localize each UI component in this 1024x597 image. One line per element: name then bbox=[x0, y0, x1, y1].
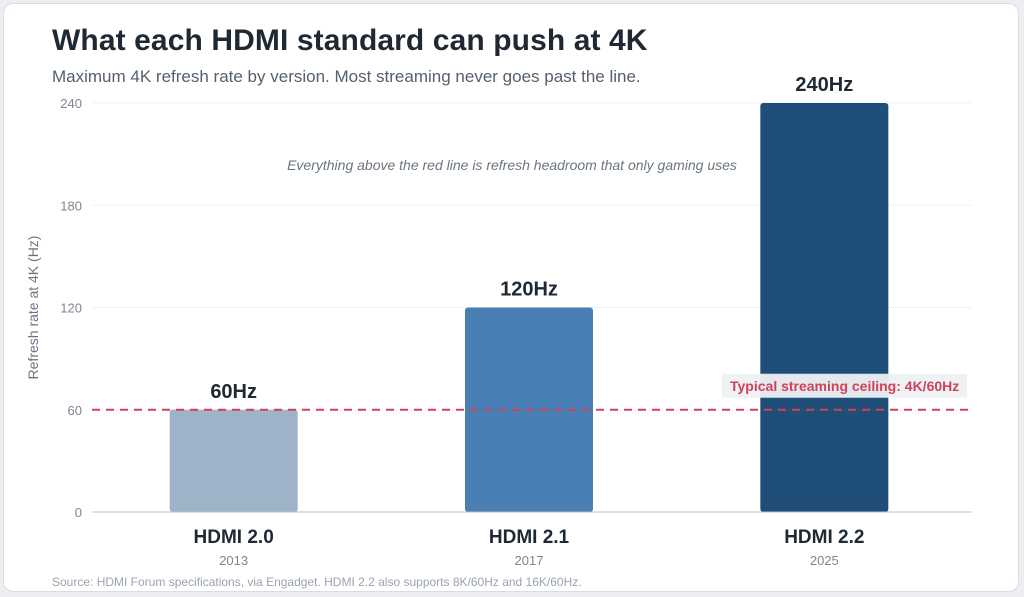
source-note: Source: HDMI Forum specifications, via E… bbox=[52, 575, 582, 589]
y-tick-label: 0 bbox=[75, 505, 82, 520]
x-tick-year: 2025 bbox=[810, 553, 839, 568]
bar-hdmi-2-2 bbox=[760, 103, 889, 512]
bar-hdmi-2-0 bbox=[169, 409, 298, 512]
x-tick-label: HDMI 2.2 bbox=[784, 527, 864, 548]
data-label: 240Hz bbox=[795, 74, 853, 96]
y-tick-label: 120 bbox=[60, 301, 82, 316]
x-tick-label: HDMI 2.1 bbox=[489, 527, 570, 548]
y-tick-label: 240 bbox=[60, 96, 82, 111]
reference-label-background bbox=[722, 373, 967, 398]
headroom-annotation: Everything above the red line is refresh… bbox=[287, 157, 737, 173]
data-label: 60Hz bbox=[210, 381, 257, 403]
y-axis-label: Refresh rate at 4K (Hz) bbox=[25, 236, 41, 380]
y-tick-label: 60 bbox=[68, 403, 82, 418]
x-tick-year: 2017 bbox=[515, 553, 544, 568]
chart-subtitle: Maximum 4K refresh rate by version. Most… bbox=[52, 67, 641, 86]
data-label: 120Hz bbox=[500, 279, 558, 301]
y-tick-label: 180 bbox=[60, 198, 82, 213]
x-tick-label: HDMI 2.0 bbox=[194, 527, 274, 548]
chart-title: What each HDMI standard can push at 4K bbox=[52, 24, 648, 57]
streaming-ceiling-label: Typical streaming ceiling: 4K/60Hz bbox=[730, 378, 959, 394]
x-tick-year: 2013 bbox=[219, 553, 248, 568]
